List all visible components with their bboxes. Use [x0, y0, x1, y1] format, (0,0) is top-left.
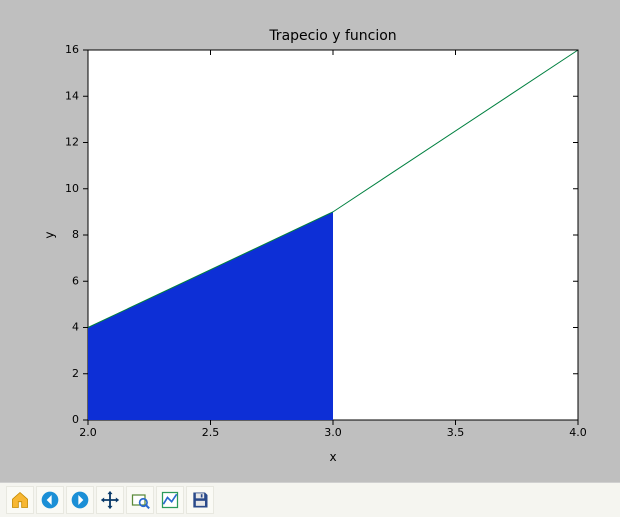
- ytick-label: 10: [65, 182, 79, 195]
- back-button[interactable]: [36, 486, 64, 514]
- chart-title: Trapecio y funcion: [268, 28, 396, 44]
- xtick-label: 2.0: [79, 426, 97, 439]
- forward-button[interactable]: [66, 486, 94, 514]
- subplots-icon: [160, 490, 180, 510]
- ytick-label: 12: [65, 136, 79, 149]
- xtick-label: 2.5: [202, 426, 220, 439]
- ytick-label: 0: [72, 413, 79, 426]
- home-button[interactable]: [6, 486, 34, 514]
- save-button[interactable]: [186, 486, 214, 514]
- forward-icon: [70, 490, 90, 510]
- ytick-label: 16: [65, 43, 79, 56]
- xtick-label: 3.0: [324, 426, 342, 439]
- ytick-label: 14: [65, 89, 79, 102]
- y-axis-label: y: [43, 231, 57, 238]
- subplots-button[interactable]: [156, 486, 184, 514]
- ytick-label: 8: [72, 228, 79, 241]
- figure-canvas: 2.0 2.5 3.0 3.5 4.0 0 2 4 6 8 10 12 14 16 Trapecio y f…: [0, 0, 620, 482]
- home-icon: [10, 490, 30, 510]
- back-icon: [40, 490, 60, 510]
- ytick-label: 4: [72, 321, 79, 334]
- save-icon: [190, 490, 210, 510]
- xtick-label: 3.5: [447, 426, 465, 439]
- xtick-label: 4.0: [569, 426, 587, 439]
- pan-button[interactable]: [96, 486, 124, 514]
- toolbar: [0, 482, 620, 517]
- pan-icon: [100, 490, 120, 510]
- ytick-label: 2: [72, 367, 79, 380]
- x-axis-label: x: [329, 450, 336, 464]
- zoom-icon: [130, 490, 150, 510]
- zoom-button[interactable]: [126, 486, 154, 514]
- ytick-label: 6: [72, 274, 79, 287]
